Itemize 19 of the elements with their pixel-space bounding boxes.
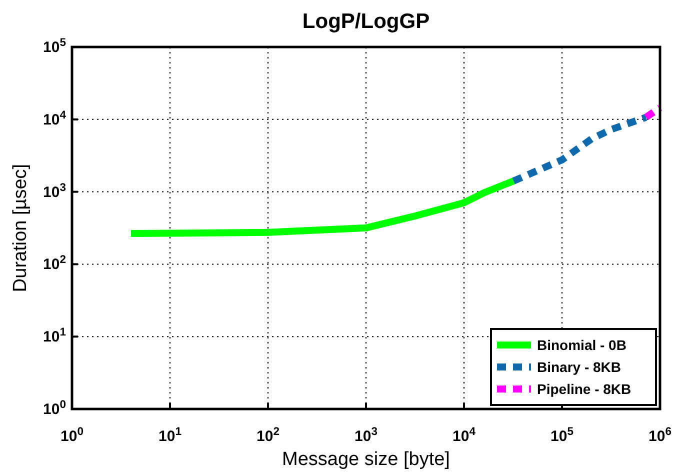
x-tick-label: 10$^{0}$ <box>60 426 84 445</box>
y-tick-label: 10$^{4}$ <box>43 109 67 128</box>
y-tick-label: 10$^{3}$ <box>43 182 66 201</box>
y-tick-label: 10$^{1}$ <box>43 326 66 346</box>
x-tick-label: 10$^{2}$ <box>256 426 280 445</box>
x-tick-label: 10$^{5}$ <box>550 426 574 445</box>
legend-label: Binomial - 0B <box>537 337 626 353</box>
x-tick-label: 10$^{4}$ <box>452 426 476 445</box>
legend-label: Binary - 8KB <box>537 359 622 375</box>
legend-label: Pipeline - 8KB <box>537 381 632 397</box>
y-tick-label: 10$^{2}$ <box>43 254 66 274</box>
chart-title: LogP/LogGP <box>302 10 430 33</box>
x-tick-label: 10$^{6}$ <box>648 426 672 445</box>
y-tick-label: 10$^{0}$ <box>43 399 66 418</box>
y-tick-label: 10$^{5}$ <box>43 37 66 56</box>
x-tick-label: 10$^{1}$ <box>158 426 182 445</box>
y-axis-title: Duration [µsec] <box>10 164 31 292</box>
x-axis-title: Message size [byte] <box>282 449 450 470</box>
x-tick-label: 10$^{3}$ <box>354 426 378 445</box>
